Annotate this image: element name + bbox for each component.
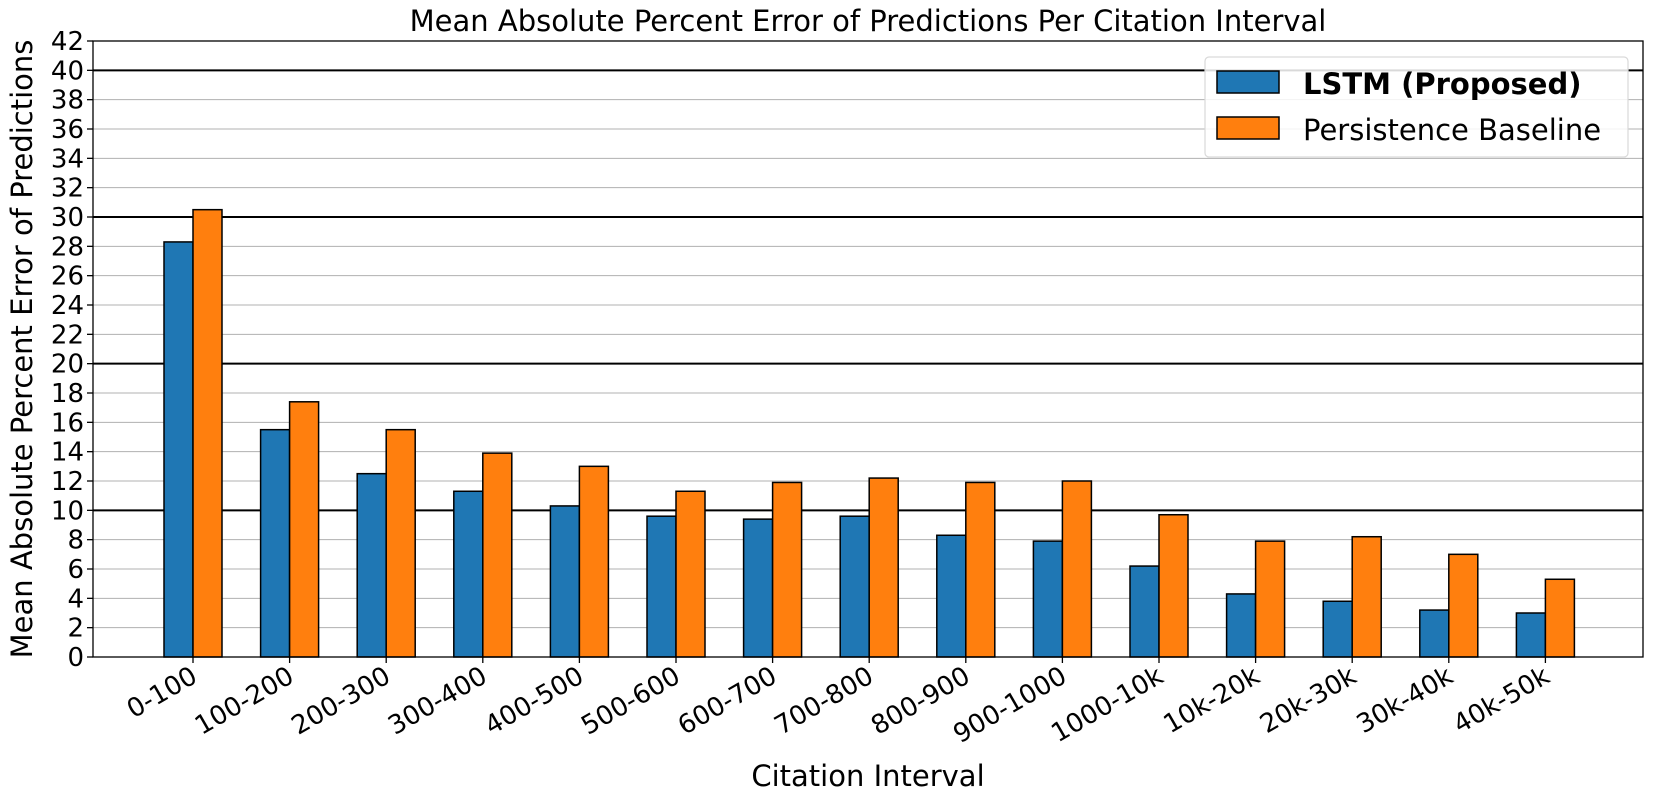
y-tick-label: 24 bbox=[51, 291, 84, 321]
bar-persistence-800-900 bbox=[965, 481, 996, 658]
bar-persistence-10k-20k bbox=[1254, 540, 1286, 658]
y-tick-label: 20 bbox=[51, 350, 84, 380]
x-tick-label: 10k-20k bbox=[1159, 661, 1266, 740]
y-tick-label: 32 bbox=[51, 174, 84, 204]
legend-swatch-lstm bbox=[1216, 70, 1280, 94]
y-tick-label: 12 bbox=[51, 467, 84, 497]
legend-label-persistence: Persistence Baseline bbox=[1303, 113, 1601, 147]
bar-lstm-1000-10k bbox=[1129, 565, 1160, 658]
chart-title: Mean Absolute Percent Error of Predictio… bbox=[410, 4, 1327, 38]
y-tick-label: 38 bbox=[51, 86, 84, 116]
y-tick-label: 0 bbox=[67, 643, 84, 673]
x-tick-label: 1000-10k bbox=[1046, 661, 1168, 749]
legend-swatch-persistence bbox=[1216, 116, 1280, 140]
bar-persistence-40k-50k bbox=[1544, 578, 1576, 658]
x-tick-label: 40k-50k bbox=[1448, 661, 1555, 740]
x-tick-label: 500-600 bbox=[576, 661, 685, 741]
y-tick-label: 30 bbox=[51, 203, 84, 233]
bar-persistence-0-100 bbox=[192, 208, 223, 658]
bar-lstm-20k-30k bbox=[1322, 600, 1353, 658]
plot-frame bbox=[92, 40, 1644, 658]
axes-layer bbox=[87, 40, 1644, 663]
y-tick-label: 14 bbox=[51, 438, 84, 468]
x-tick-label: 400-500 bbox=[480, 661, 589, 741]
bar-lstm-500-600 bbox=[646, 515, 677, 658]
y-tick-label: 2 bbox=[67, 614, 84, 644]
bar-persistence-20k-30k bbox=[1351, 535, 1382, 658]
bar-lstm-40k-50k bbox=[1515, 612, 1547, 658]
legend: LSTM (Proposed) Persistence Baseline bbox=[1204, 56, 1629, 158]
y-tick-label: 10 bbox=[51, 496, 84, 526]
bar-persistence-400-500 bbox=[578, 465, 610, 658]
bar-lstm-100-200 bbox=[259, 428, 291, 658]
y-tick-label: 4 bbox=[67, 584, 84, 614]
bar-persistence-300-400 bbox=[482, 452, 513, 658]
y-tick-label: 22 bbox=[51, 320, 84, 350]
y-tick-label: 26 bbox=[51, 262, 84, 292]
bar-persistence-600-700 bbox=[771, 481, 803, 658]
bar-lstm-900-1000 bbox=[1032, 540, 1064, 658]
bar-lstm-0-100 bbox=[163, 241, 194, 658]
bar-persistence-500-600 bbox=[675, 490, 706, 658]
x-axis-label: Citation Interval bbox=[751, 759, 984, 793]
x-tick-label: 200-300 bbox=[287, 661, 396, 741]
x-tick-label: 600-700 bbox=[673, 661, 782, 741]
bar-persistence-1000-10k bbox=[1158, 513, 1189, 658]
y-tick-label: 28 bbox=[51, 232, 84, 262]
bars-layer bbox=[163, 208, 1576, 658]
bar-persistence-100-200 bbox=[288, 401, 320, 658]
bar-lstm-800-900 bbox=[936, 534, 967, 658]
bar-lstm-10k-20k bbox=[1225, 593, 1257, 658]
bar-lstm-30k-40k bbox=[1419, 609, 1450, 658]
bar-lstm-200-300 bbox=[356, 472, 387, 658]
y-tick-label: 6 bbox=[67, 555, 84, 585]
y-tick-label: 42 bbox=[51, 27, 84, 57]
y-tick-label: 36 bbox=[51, 115, 84, 145]
legend-frame bbox=[1204, 56, 1629, 158]
y-tick-label: 8 bbox=[67, 526, 84, 556]
y-axis-label: Mean Absolute Percent Error of Predictio… bbox=[5, 40, 39, 659]
bar-lstm-300-400 bbox=[453, 490, 484, 658]
x-tick-label: 700-800 bbox=[770, 661, 879, 741]
bar-lstm-700-800 bbox=[839, 515, 870, 658]
y-tick-label: 16 bbox=[51, 408, 84, 438]
bar-lstm-600-700 bbox=[742, 518, 774, 658]
x-tick-label: 30k-40k bbox=[1352, 661, 1459, 740]
bar-persistence-900-1000 bbox=[1061, 480, 1093, 658]
y-tick-label: 18 bbox=[51, 379, 84, 409]
y-tick-label: 40 bbox=[51, 56, 84, 86]
y-tick-label: 34 bbox=[51, 144, 84, 174]
x-tick-label: 20k-30k bbox=[1255, 661, 1362, 740]
bar-lstm-400-500 bbox=[549, 505, 581, 658]
x-tick-label: 300-400 bbox=[383, 661, 492, 741]
legend-label-lstm: LSTM (Proposed) bbox=[1303, 67, 1581, 101]
bar-persistence-200-300 bbox=[385, 428, 416, 658]
bar-persistence-30k-40k bbox=[1448, 553, 1479, 658]
x-tick-label: 100-200 bbox=[190, 661, 299, 741]
bar-persistence-700-800 bbox=[868, 477, 899, 658]
